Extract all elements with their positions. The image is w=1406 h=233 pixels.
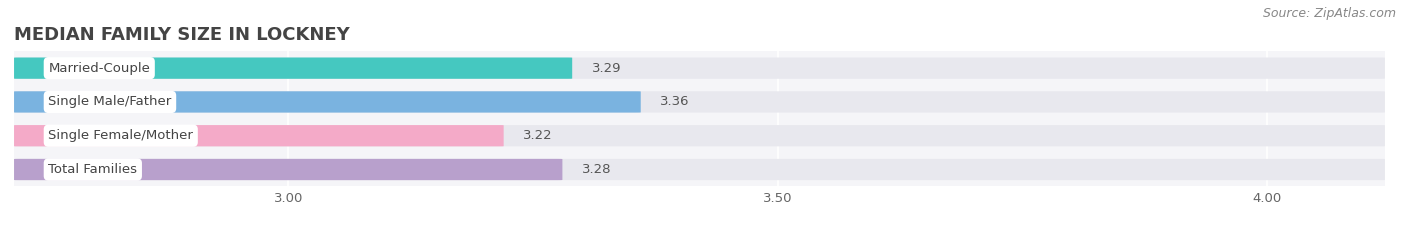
Text: 3.28: 3.28 [582, 163, 612, 176]
FancyBboxPatch shape [14, 91, 641, 113]
Text: Single Male/Father: Single Male/Father [48, 96, 172, 108]
Text: Married-Couple: Married-Couple [48, 62, 150, 75]
Text: Source: ZipAtlas.com: Source: ZipAtlas.com [1263, 7, 1396, 20]
FancyBboxPatch shape [14, 125, 1385, 146]
Text: Total Families: Total Families [48, 163, 138, 176]
FancyBboxPatch shape [14, 125, 503, 146]
Text: 3.29: 3.29 [592, 62, 621, 75]
Text: Single Female/Mother: Single Female/Mother [48, 129, 193, 142]
Text: 3.22: 3.22 [523, 129, 553, 142]
FancyBboxPatch shape [14, 159, 1385, 180]
FancyBboxPatch shape [14, 58, 1385, 79]
Text: 3.36: 3.36 [661, 96, 690, 108]
FancyBboxPatch shape [14, 58, 572, 79]
FancyBboxPatch shape [14, 91, 1385, 113]
Text: MEDIAN FAMILY SIZE IN LOCKNEY: MEDIAN FAMILY SIZE IN LOCKNEY [14, 26, 350, 44]
FancyBboxPatch shape [14, 159, 562, 180]
